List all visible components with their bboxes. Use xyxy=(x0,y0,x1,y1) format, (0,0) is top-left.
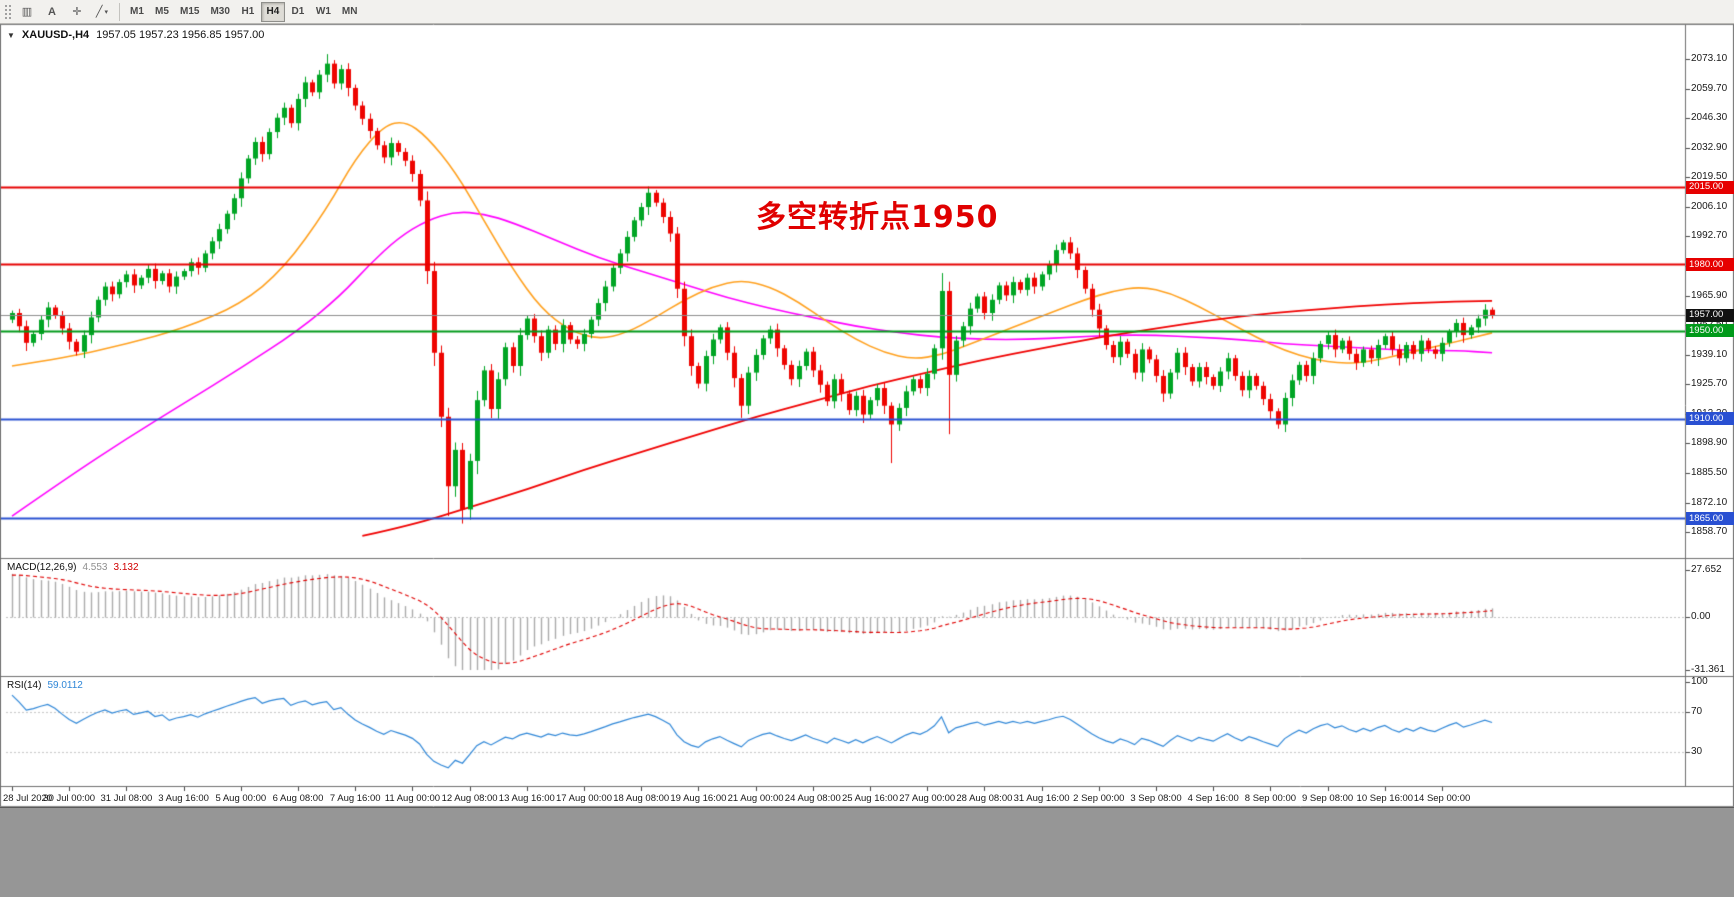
price-line-tag[interactable]: 1865.00 xyxy=(1686,511,1734,525)
dropdown-caret-icon: ▾ xyxy=(104,8,109,16)
time-axis-label: 24 Aug 08:00 xyxy=(784,793,841,804)
draw-line-tools-icon[interactable]: ╱ ▾ xyxy=(90,2,114,22)
chart-shift-icon[interactable]: ▥ xyxy=(15,2,39,22)
crosshair-tool-icon[interactable]: ✛ xyxy=(65,2,89,22)
price-axis-label: 1965.90 xyxy=(1691,289,1728,301)
text-label-tool-icon[interactable]: A xyxy=(40,2,64,22)
time-axis-label: 25 Aug 16:00 xyxy=(842,793,898,804)
time-axis-label: 11 Aug 00:00 xyxy=(384,793,441,804)
rsi-axis-label: 100 xyxy=(1691,676,1708,687)
price-axis-label: 1939.10 xyxy=(1691,348,1728,360)
macd-main-value: 4.553 xyxy=(82,562,108,573)
symbol-title: XAUUSD-,H4 xyxy=(21,29,90,41)
timeframe-button-h1[interactable]: H1 xyxy=(236,2,260,22)
rsi-axis-label: 30 xyxy=(1691,746,1703,757)
price-line-tag[interactable]: 1950.00 xyxy=(1686,324,1734,338)
price-line-tag[interactable]: 1910.00 xyxy=(1686,412,1734,426)
macd-axis-label: -31.361 xyxy=(1691,664,1725,675)
time-axis-label: 21 Aug 00:00 xyxy=(727,793,784,804)
ohlc-readout: 1957.05 1957.23 1956.85 1957.00 xyxy=(96,29,265,41)
macd-indicator-label: MACD(12,26,9) 4.553 3.132 xyxy=(7,562,139,573)
time-axis-label: 14 Sep 00:00 xyxy=(1413,793,1471,804)
time-axis-label: 17 Aug 00:00 xyxy=(556,793,612,804)
time-axis-label: 7 Aug 16:00 xyxy=(329,793,381,804)
toolbar-tool-icons: ▥ A ✛ ╱ ▾ xyxy=(15,2,114,22)
time-axis-label: 8 Sep 00:00 xyxy=(1244,793,1297,804)
timeframe-button-m30[interactable]: M30 xyxy=(205,2,234,22)
time-axis-label: 28 Aug 08:00 xyxy=(956,793,1013,804)
timeframe-button-m15[interactable]: M15 xyxy=(175,2,204,22)
timeframe-button-h4[interactable]: H4 xyxy=(260,1,285,22)
price-line-tag[interactable]: 2015.00 xyxy=(1686,180,1734,194)
toolbar-grip[interactable] xyxy=(3,2,11,21)
rsi-value: 59.0112 xyxy=(47,680,83,691)
time-axis-label: 3 Aug 16:00 xyxy=(158,793,209,804)
time-axis-label: 30 Jul 00:00 xyxy=(43,793,96,804)
time-axis-label: 13 Aug 16:00 xyxy=(498,793,555,804)
time-axis-label: 19 Aug 16:00 xyxy=(670,793,727,804)
time-axis-label: 31 Aug 16:00 xyxy=(1013,793,1070,804)
toolbar-separator xyxy=(119,2,120,21)
price-axis-label: 2046.30 xyxy=(1691,112,1728,124)
time-axis-label: 31 Jul 08:00 xyxy=(100,793,153,804)
bottom-gray-area xyxy=(0,807,1734,897)
current-price-tag: 1957.00 xyxy=(1686,308,1734,322)
time-axis-label: 4 Sep 16:00 xyxy=(1187,793,1239,804)
price-axis-label: 2073.10 xyxy=(1691,52,1728,64)
time-axis-label: 2 Sep 00:00 xyxy=(1073,793,1125,804)
timeframe-button-group: M1 M5 M15 M30 H1 H4 D1 W1 MN xyxy=(125,1,363,22)
price-axis-label: 1858.70 xyxy=(1691,526,1728,538)
rsi-indicator-label: RSI(14) 59.0112 xyxy=(7,680,83,691)
time-axis-label: 18 Aug 08:00 xyxy=(613,793,670,804)
rsi-title: RSI(14) xyxy=(7,680,42,691)
rsi-axis-label: 70 xyxy=(1691,706,1703,717)
time-axis-label: 6 Aug 08:00 xyxy=(272,793,324,804)
macd-signal-value: 3.132 xyxy=(113,562,139,573)
time-axis-label: 5 Aug 00:00 xyxy=(215,793,267,804)
macd-axis-label: 27.652 xyxy=(1691,564,1722,575)
macd-title: MACD(12,26,9) xyxy=(7,562,77,573)
timeframe-button-w1[interactable]: W1 xyxy=(311,2,336,22)
price-axis-label: 1872.10 xyxy=(1691,496,1728,508)
time-axis-label: 10 Sep 16:00 xyxy=(1356,793,1414,804)
price-axis-label: 2006.10 xyxy=(1691,200,1728,212)
price-line-tag[interactable]: 1980.00 xyxy=(1686,257,1734,271)
price-axis-label: 2019.50 xyxy=(1691,171,1728,183)
price-axis-label: 1925.70 xyxy=(1691,378,1728,390)
chart-annotation-text: 多空转折点1950 xyxy=(756,200,999,235)
time-axis-label: 27 Aug 00:00 xyxy=(899,793,956,804)
chart-symbol-header: ▼ XAUUSD-,H4 1957.05 1957.23 1956.85 195… xyxy=(7,29,264,41)
price-axis-label: 2059.70 xyxy=(1691,82,1728,94)
timeframe-button-mn[interactable]: MN xyxy=(337,2,363,22)
time-axis-label: 3 Sep 08:00 xyxy=(1130,793,1182,804)
timeframe-button-d1[interactable]: D1 xyxy=(286,2,310,22)
price-axis-label: 1885.50 xyxy=(1691,467,1728,479)
price-axis-label: 1992.70 xyxy=(1691,230,1728,242)
timeframe-button-m5[interactable]: M5 xyxy=(150,2,174,22)
toolbar: ▥ A ✛ ╱ ▾ M1 M5 M15 M30 H1 H4 D1 W1 MN xyxy=(0,0,1734,24)
symbol-marker-icon: ▼ xyxy=(7,31,15,40)
time-axis-label: 12 Aug 08:00 xyxy=(441,793,498,804)
price-axis-label: 1898.90 xyxy=(1691,437,1728,449)
time-axis-label: 9 Sep 08:00 xyxy=(1301,793,1354,804)
price-axis-label: 2032.90 xyxy=(1691,141,1728,153)
macd-axis-label: 0.00 xyxy=(1691,610,1711,622)
timeframe-button-m1[interactable]: M1 xyxy=(125,2,149,22)
time-axis-label: 28 Jul 2020 xyxy=(3,793,53,804)
